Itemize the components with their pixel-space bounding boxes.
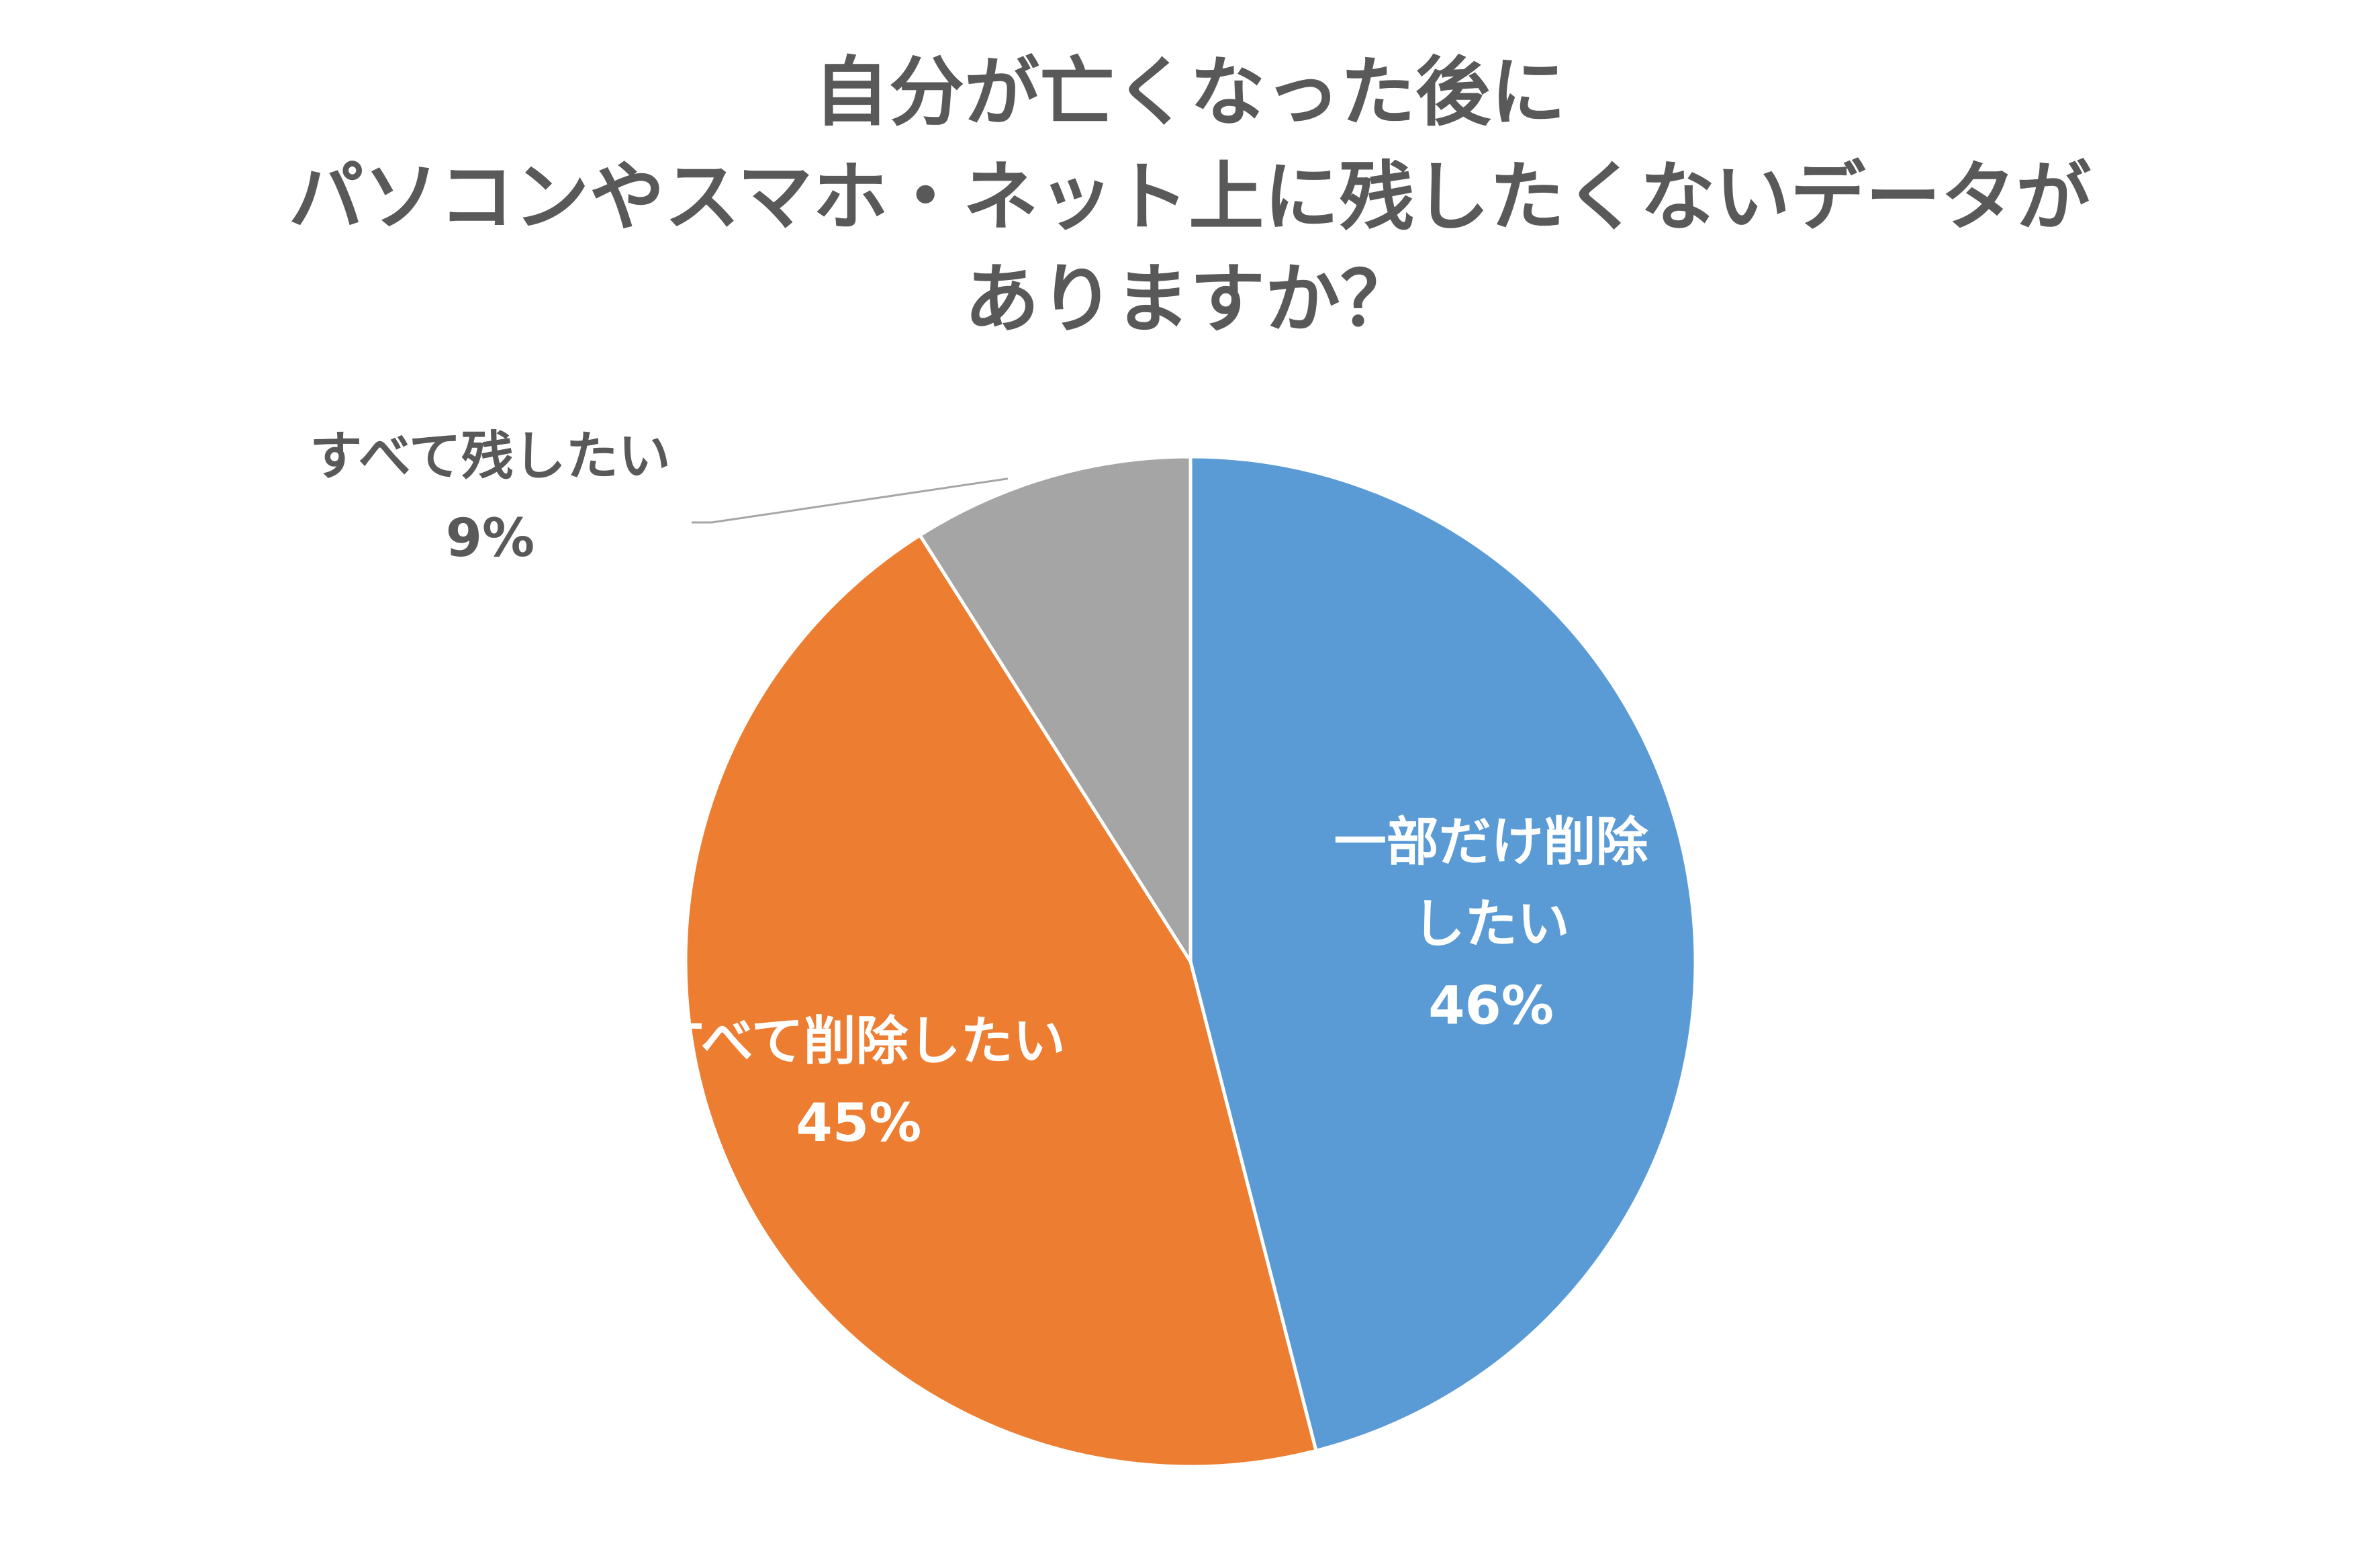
pie-slice-delete-all (684, 533, 1318, 1469)
chart-title-line-3: ありますか？ (964, 256, 1415, 343)
pie-slice-partial-delete (1188, 455, 1697, 1452)
slice-value-label-partial-delete: 46% (1428, 976, 1554, 1036)
chart-title-line-2: パソコンやスマホ・ネット上に残したくないデータが (289, 154, 2092, 241)
leader-line-keep-all (692, 477, 1009, 524)
pie-slices (684, 455, 1697, 1469)
chart-title-line-1: 自分が亡くなった後に (814, 49, 1566, 136)
slice-category-label-keep-all-0: すべて残したい (310, 426, 670, 487)
slice-category-label-partial-delete-0: 一部だけ削除 (1334, 812, 1649, 872)
slice-value-label-keep-all: 9% (446, 508, 534, 569)
slice-category-label-delete-all-0: すべて削除したい (652, 1011, 1065, 1072)
slice-value-label-delete-all: 45% (796, 1093, 922, 1154)
slice-category-label-partial-delete-1: したい (1413, 894, 1570, 954)
chart-title: 自分が亡くなった後に パソコンやスマホ・ネット上に残したくないデータが あります… (289, 49, 2092, 343)
pie-slice-keep-all (918, 455, 1193, 964)
